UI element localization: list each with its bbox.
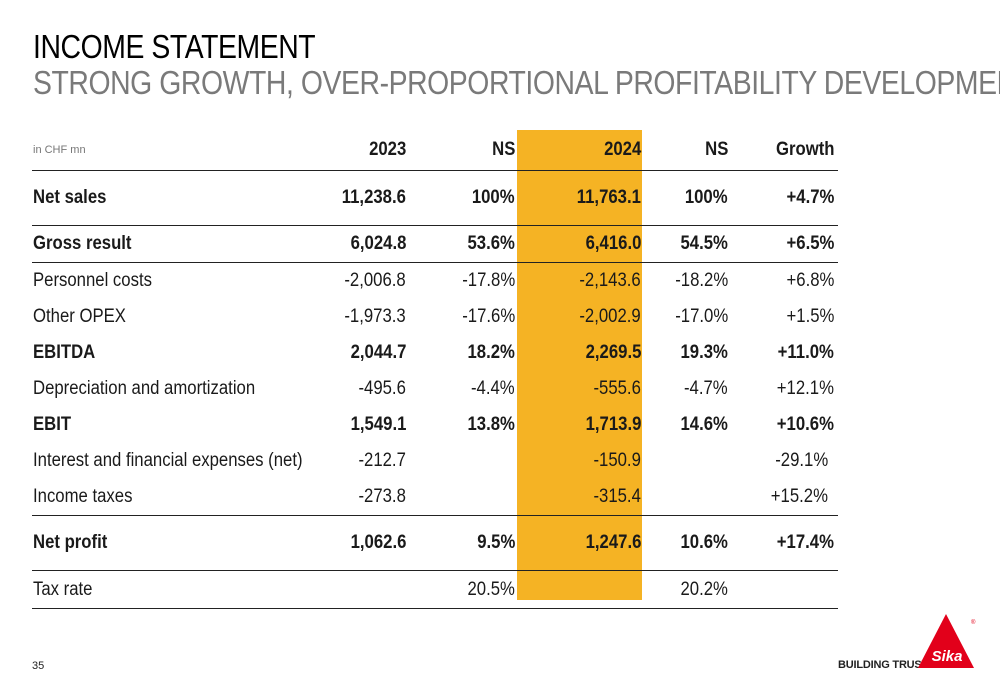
cell-growth: +1.5% (786, 306, 834, 327)
cell-ns-2023: 100% (472, 187, 515, 208)
cell-2024: -2,002.9 (579, 306, 641, 327)
table-row-depreciation: Depreciation and amortization -495.6 -4.… (32, 371, 838, 407)
cell-2024: -555.6 (593, 378, 641, 399)
page-number: 35 (32, 660, 45, 672)
row-label: Depreciation and amortization (33, 378, 256, 399)
cell-ns-2024: -4.7% (684, 378, 728, 399)
cell-growth: +12.1% (776, 378, 834, 399)
table-row-tax-rate: Tax rate 20.5% 20.2% (32, 571, 838, 609)
column-header-2023: 2023 (368, 139, 406, 160)
row-label: EBITDA (33, 342, 96, 363)
cell-growth: +10.6% (776, 414, 834, 435)
cell-ns-2024: 20.2% (680, 578, 728, 600)
cell-ns-2024: 19.3% (680, 342, 728, 363)
cell-ns-2023: 53.6% (467, 233, 515, 254)
row-label: Net profit (33, 532, 108, 553)
cell-2024: -2,143.6 (579, 270, 641, 291)
cell-2024: -150.9 (593, 450, 641, 471)
cell-2023: -273.8 (358, 486, 406, 507)
cell-growth: -29.1% (775, 450, 828, 471)
row-label: Net sales (33, 187, 107, 208)
cell-ns-2023: 20.5% (467, 578, 515, 600)
cell-2023: 6,024.8 (350, 233, 406, 254)
column-header-2024: 2024 (603, 139, 641, 160)
cell-2023: -212.7 (358, 450, 406, 471)
row-label: Other OPEX (33, 306, 126, 327)
cell-ns-2023: 18.2% (467, 342, 515, 363)
cell-growth: +11.0% (777, 342, 834, 363)
cell-ns-2023: 9.5% (476, 532, 515, 553)
cell-ns-2023: -17.8% (462, 270, 515, 291)
column-header-ns-2024: NS (704, 139, 728, 160)
sika-logo: Sika ® (918, 614, 976, 668)
cell-2024: 1,713.9 (585, 414, 641, 435)
table-row-other-opex: Other OPEX -1,973.3 -17.6% -2,002.9 -17.… (32, 299, 838, 335)
income-statement-table: in CHF mn 2023 NS 2024 NS Growth Net sal… (32, 130, 838, 609)
table-row-personnel-costs: Personnel costs -2,006.8 -17.8% -2,143.6… (32, 263, 838, 299)
cell-ns-2024: -18.2% (675, 270, 728, 291)
column-header-ns-2023: NS (491, 139, 515, 160)
table-row-net-sales: Net sales 11,238.6 100% 11,763.1 100% +4… (32, 171, 838, 226)
cell-growth: +15.2% (770, 486, 828, 507)
cell-ns-2024: 10.6% (680, 532, 728, 553)
unit-label: in CHF mn (33, 144, 86, 156)
cell-2023: -495.6 (358, 378, 406, 399)
table-row-net-profit: Net profit 1,062.6 9.5% 1,247.6 10.6% +1… (32, 516, 838, 571)
cell-ns-2024: 14.6% (680, 414, 728, 435)
cell-growth: +6.5% (786, 233, 834, 254)
row-label: Personnel costs (33, 270, 152, 291)
table-row-ebit: EBIT 1,549.1 13.8% 1,713.9 14.6% +10.6% (32, 407, 838, 443)
table-row-interest: Interest and financial expenses (net) -2… (32, 443, 838, 479)
table-row-ebitda: EBITDA 2,044.7 18.2% 2,269.5 19.3% +11.0… (32, 335, 838, 371)
cell-2023: 1,062.6 (350, 532, 406, 553)
table-header-row: in CHF mn 2023 NS 2024 NS Growth (32, 130, 838, 171)
cell-2023: -1,973.3 (344, 306, 406, 327)
cell-ns-2024: 100% (685, 187, 728, 208)
cell-2024: 11,763.1 (576, 187, 641, 208)
cell-ns-2023: -4.4% (471, 378, 515, 399)
page-title: INCOME STATEMENT (33, 28, 316, 65)
cell-2024: -315.4 (593, 486, 641, 507)
highlight-column-2024 (517, 130, 642, 600)
row-label: EBIT (33, 414, 72, 435)
cell-2023: 2,044.7 (350, 342, 406, 363)
cell-2023: 1,549.1 (350, 414, 406, 435)
cell-2024: 1,247.6 (585, 532, 641, 553)
row-label: Interest and financial expenses (net) (33, 450, 303, 471)
cell-growth: +6.8% (786, 270, 834, 291)
cell-growth: +4.7% (786, 187, 834, 208)
row-label: Income taxes (33, 486, 133, 507)
column-header-growth: Growth (775, 139, 834, 160)
cell-ns-2024: 54.5% (680, 233, 728, 254)
table-row-gross-result: Gross result 6,024.8 53.6% 6,416.0 54.5%… (32, 226, 838, 263)
svg-text:®: ® (971, 619, 976, 626)
cell-2023: -2,006.8 (344, 270, 406, 291)
cell-2023: 11,238.6 (341, 187, 406, 208)
cell-growth: +17.4% (776, 532, 834, 553)
cell-ns-2023: -17.6% (462, 306, 515, 327)
table-row-income-taxes: Income taxes -273.8 -315.4 +15.2% (32, 479, 838, 516)
cell-2024: 6,416.0 (585, 233, 641, 254)
row-label: Gross result (33, 233, 132, 254)
brand-slogan: BUILDING TRUST (838, 659, 929, 671)
cell-ns-2024: -17.0% (675, 306, 728, 327)
page-subtitle: STRONG GROWTH, OVER-PROPORTIONAL PROFITA… (33, 64, 1000, 101)
cell-ns-2023: 13.8% (467, 414, 515, 435)
svg-text:Sika: Sika (932, 648, 963, 665)
row-label: Tax rate (33, 578, 93, 600)
cell-2024: 2,269.5 (585, 342, 641, 363)
